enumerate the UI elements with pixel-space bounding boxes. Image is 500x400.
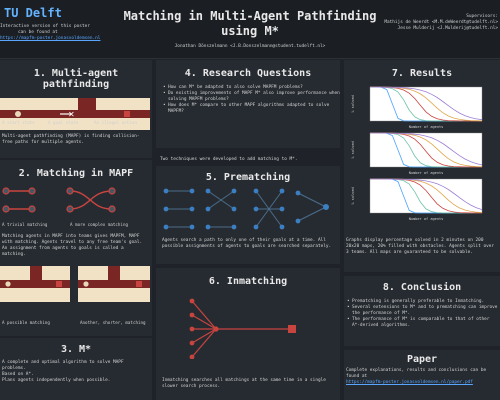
series-line [369, 86, 483, 121]
conclusion-list: Prematching is generally preferable to I… [344, 299, 500, 329]
agent-a1 [5, 281, 11, 287]
research-question-list: How can M* be adapted to also solve MAPF… [156, 85, 340, 115]
section-text: A complete and optimal algorithm to solv… [2, 360, 124, 383]
y-axis-label: % solved [351, 141, 355, 158]
section-text: Multi-agent pathfinding (MAPF) is findin… [2, 134, 140, 145]
legend-trivial: A trivial matching [2, 222, 48, 227]
trivial-matching-nodes [2, 187, 36, 213]
section-title: 3. M* [60, 344, 92, 355]
section-title: 6. Inmatching [208, 276, 288, 287]
prematching-diagram [163, 188, 329, 230]
illegal-action-icon: ✕ [68, 110, 75, 119]
y-axis-label: % solved [351, 187, 355, 204]
section-results: 7. Results Number of agents% solved Numbe… [344, 60, 500, 272]
grid-a-corridor [0, 280, 70, 288]
section-title: 7. Results [391, 68, 453, 79]
list-item: How does M* compare to other MAPF algori… [163, 103, 340, 115]
section-text: Agents search a path to only one of thei… [162, 238, 332, 249]
list-item: Several extensions to M* and to prematch… [347, 305, 500, 317]
section-matching: 2. Matching in MAPF A trivial matching A… [0, 160, 152, 336]
list-item: How can M* be adapted to also solve MAPF… [163, 85, 340, 91]
section-conclusion: 8. Conclusion Prematching is generally p… [344, 276, 500, 346]
legend-goal: A goal state [48, 120, 79, 125]
poster-title: Matching in Multi-Agent Pathfinding usin… [123, 9, 377, 38]
goal-a1 [56, 281, 62, 287]
list-item: Do existing improvements of MAPF M* also… [163, 91, 340, 103]
grid-b-room [108, 266, 120, 280]
section-research-questions: 4. Research Questions How can M* be adap… [156, 60, 340, 148]
author-line: Jonathan Dönszelmann <J.B.Donszelmann@st… [174, 44, 326, 49]
supervisors: Supervisors: Mathijs de Weerdt <M.M.deWe… [384, 14, 498, 31]
section-title: 8. Conclusion [382, 282, 462, 293]
grid-a-room [30, 266, 42, 280]
interactive-hint: Interactive version of this poster can b… [0, 24, 101, 41]
x-axis-label: Number of agents [409, 125, 444, 129]
agent-goal [124, 111, 130, 117]
agent-start [15, 111, 21, 117]
results-plot: Number of agents % solved [351, 178, 483, 221]
series-line [370, 178, 483, 210]
goal-b1 [136, 281, 142, 287]
agent-b1 [83, 281, 89, 287]
y-axis-label: % solved [351, 95, 355, 112]
inmatching-edges [191, 300, 292, 358]
section-mapf: 1. Multi-agent pathfinding ✕ A start sta… [0, 60, 152, 158]
complex-matching-lines [69, 190, 113, 210]
list-item: Prematching is generally preferable to I… [347, 299, 500, 305]
section-title: 1. Multi-agent pathfinding [33, 68, 119, 90]
side-room [78, 98, 96, 110]
section-title: 5. Prematching [205, 172, 291, 183]
inmatching-diagram [189, 298, 296, 359]
plot-area [369, 178, 483, 214]
trivial-matching-lines [6, 190, 32, 210]
prematching-nodes [163, 188, 329, 230]
section-text: Graphs display percentage solved in 2 mi… [346, 238, 495, 255]
paper-link[interactable]: https://mapfm-poster.jonasvoldemsen.nl/p… [346, 380, 473, 385]
complex-matching-nodes [66, 187, 116, 213]
legend-another: Another, shorter, matching [80, 320, 146, 325]
section-inmatching: 6. Inmatching Inmatching searches all ma… [156, 268, 340, 400]
list-item: The performance of M* is comparable to t… [347, 317, 500, 329]
techniques-note: Two techniques were developed to add mat… [160, 157, 298, 162]
prematching-edges [166, 190, 327, 228]
section-paper: Paper Complete explanations, results and… [344, 350, 500, 400]
series-line [370, 132, 483, 166]
section-text: Matching agents in MAPF into teams gives… [2, 234, 143, 257]
plot-area [369, 132, 483, 168]
x-axis-label: Number of agents [409, 217, 444, 221]
section-text: Complete explanations, results and concl… [346, 368, 498, 386]
section-mstar: 3. M* A complete and optimal algorithm t… [0, 338, 152, 400]
x-axis-label: Number of agents [409, 171, 444, 175]
section-title: 4. Research Questions [184, 68, 312, 79]
section-text: Inmatching searches all matchings at the… [162, 378, 326, 389]
legend-start: A start state [2, 120, 35, 125]
corridor [0, 110, 150, 118]
inmatching-nodes [189, 298, 296, 359]
matching-grid-illustration [0, 266, 150, 302]
poster-header: TU Delft Interactive version of this pos… [0, 0, 500, 59]
results-plot: Number of agents % solved [351, 132, 483, 175]
section-title: Paper [406, 354, 438, 365]
section-title: 2. Matching in MAPF [18, 168, 134, 179]
results-plot: Number of agents % solved [351, 86, 483, 129]
section-prematching: 5. Prematching Agents search a path to o… [156, 166, 340, 264]
legend-illegal: An illegal action [94, 120, 137, 125]
grid-b-corridor [78, 280, 150, 288]
matching-illustration [2, 187, 116, 213]
plot-area [369, 86, 483, 122]
legend-possible: A possible matching [2, 320, 50, 325]
mapf-illustration: ✕ [0, 98, 150, 130]
tu-delft-logo: TU Delft [4, 6, 62, 20]
poster-link[interactable]: https://mapfm-poster.jonasvoldemsen.nl [0, 36, 101, 41]
legend-complex: A more complex matching [70, 222, 128, 227]
